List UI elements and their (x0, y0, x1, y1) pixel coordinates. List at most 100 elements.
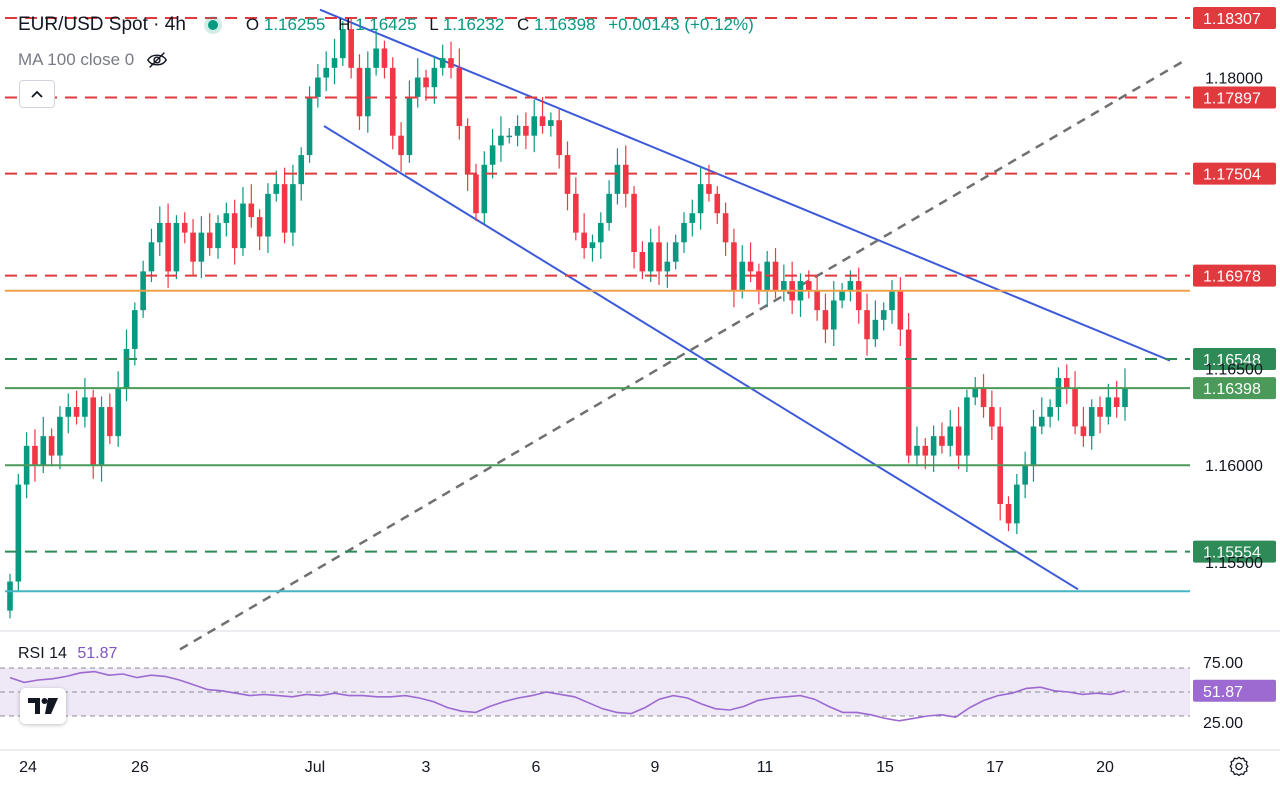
time-axis-label: 26 (131, 759, 149, 776)
candle-body (1055, 378, 1062, 408)
level-label: 1.16398 (1203, 381, 1261, 398)
candle-body (481, 164, 488, 214)
candle-body (231, 213, 238, 249)
indicator-row: MA 100 close 0 (18, 49, 168, 71)
candle-body (165, 222, 171, 272)
candle-body (107, 407, 113, 437)
level-label: 1.17897 (1203, 91, 1261, 108)
candle-body (348, 29, 354, 68)
candle-body (1047, 407, 1053, 417)
candle-body (581, 232, 587, 249)
candle-body (922, 445, 929, 456)
candle-body (281, 184, 288, 233)
high-value: 1.16425 (355, 15, 417, 34)
candle-body (181, 222, 188, 233)
candle-body (573, 193, 579, 233)
candle-body (7, 581, 13, 611)
candle-body (123, 348, 130, 388)
ma-indicator-label[interactable]: MA 100 close 0 (18, 50, 135, 69)
rsi-legend: RSI 14 51.87 (18, 645, 117, 663)
tv-logo-icon (28, 698, 58, 714)
candle-body (464, 126, 471, 175)
time-axis-label: Jul (305, 759, 325, 776)
rsi-badge-label: 51.87 (1203, 684, 1243, 701)
low-label: L (429, 15, 439, 34)
candle-body (1022, 465, 1028, 485)
time-axis-label: 3 (422, 759, 431, 776)
candle-body (756, 271, 762, 291)
candle-body (639, 252, 646, 272)
candle-body (248, 203, 255, 218)
candle-body (198, 232, 205, 262)
candle-body (964, 397, 970, 456)
candle-body (315, 77, 321, 97)
level-label: 1.16978 (1203, 269, 1261, 286)
ohlc-values: O 1.16255 H 1.16425 L 1.16232 C 1.16398 … (246, 15, 762, 35)
hidden-eye-icon[interactable] (146, 49, 168, 71)
candle-body (90, 397, 97, 466)
level-label: 1.17504 (1203, 167, 1261, 184)
time-axis-label: 17 (986, 759, 1004, 776)
candle-body (57, 416, 63, 456)
rsi-label[interactable]: RSI 14 (18, 645, 67, 662)
candle-body (256, 217, 263, 237)
level-badge (1193, 540, 1276, 563)
candle-body (506, 135, 513, 138)
candle-body (498, 135, 504, 146)
candle-body (439, 58, 446, 68)
rsi-line (9, 670, 1126, 722)
candle-body (373, 48, 379, 68)
candle-body (290, 184, 296, 233)
channel-upper-trendline (319, 8, 1171, 362)
time-axis-label: 6 (532, 759, 541, 776)
open-label: O (245, 15, 260, 34)
symbol-title[interactable]: EUR/USD Spot · 4h (18, 14, 186, 35)
candle-body (448, 58, 454, 68)
candle-body (681, 222, 687, 243)
level-label: 1.16548 (1203, 352, 1261, 369)
time-axis-label: 20 (1096, 759, 1114, 776)
candle-body (15, 484, 22, 582)
candle-body (273, 184, 280, 194)
candle-body (664, 261, 671, 272)
chevron-up-icon (31, 90, 43, 98)
candle-body (864, 310, 870, 340)
candle-body (473, 174, 479, 214)
settings-gear-icon[interactable] (1228, 755, 1250, 777)
candle-body (531, 116, 538, 136)
candle-body (955, 426, 962, 456)
candle-body (714, 193, 721, 214)
candle-body (323, 67, 329, 78)
open-value: 1.16255 (263, 15, 326, 34)
candle-body (215, 222, 221, 249)
rsi-value: 51.87 (77, 645, 118, 662)
time-axis-label: 9 (651, 759, 660, 776)
level-badge (1193, 348, 1276, 371)
candle-body (614, 164, 621, 194)
candle-body (989, 407, 995, 427)
candle-body (298, 155, 305, 185)
level-badge (1193, 162, 1276, 185)
candle-body (930, 436, 937, 456)
channel-lower-trendline (323, 125, 1079, 591)
candle-body (340, 29, 346, 59)
candle-body (880, 310, 887, 320)
candle-body (631, 193, 637, 252)
candle-body (173, 222, 180, 272)
time-axis-label: 11 (757, 759, 774, 776)
candle-body (839, 290, 845, 301)
level-label: 1.18307 (1203, 11, 1261, 28)
candle-body (364, 67, 371, 117)
candle-body (722, 213, 729, 243)
candle-body (1038, 416, 1045, 427)
collapse-legend-button[interactable] (19, 80, 55, 108)
candle-body (156, 222, 163, 243)
level-label: 1.15554 (1203, 545, 1261, 562)
candle-body (1005, 504, 1012, 524)
candle-body (1063, 378, 1070, 388)
candle-body (706, 184, 712, 194)
tradingview-logo[interactable] (20, 688, 66, 724)
time-axis-label: 15 (876, 759, 894, 776)
candle-body (40, 436, 47, 466)
